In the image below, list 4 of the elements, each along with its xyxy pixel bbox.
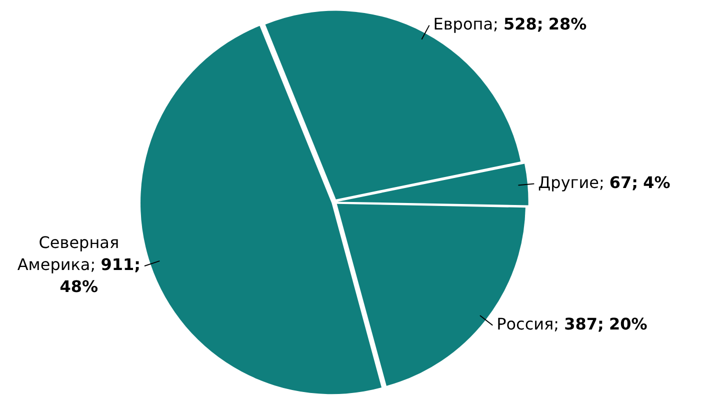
slice-label: Россия; 387; 20% xyxy=(496,314,648,334)
slice-label: Другие; 67; 4% xyxy=(538,172,670,192)
slice-label: Европа; 528; 28% xyxy=(433,14,587,34)
slice-label: Северная Америка; 911; 48% xyxy=(17,233,140,296)
